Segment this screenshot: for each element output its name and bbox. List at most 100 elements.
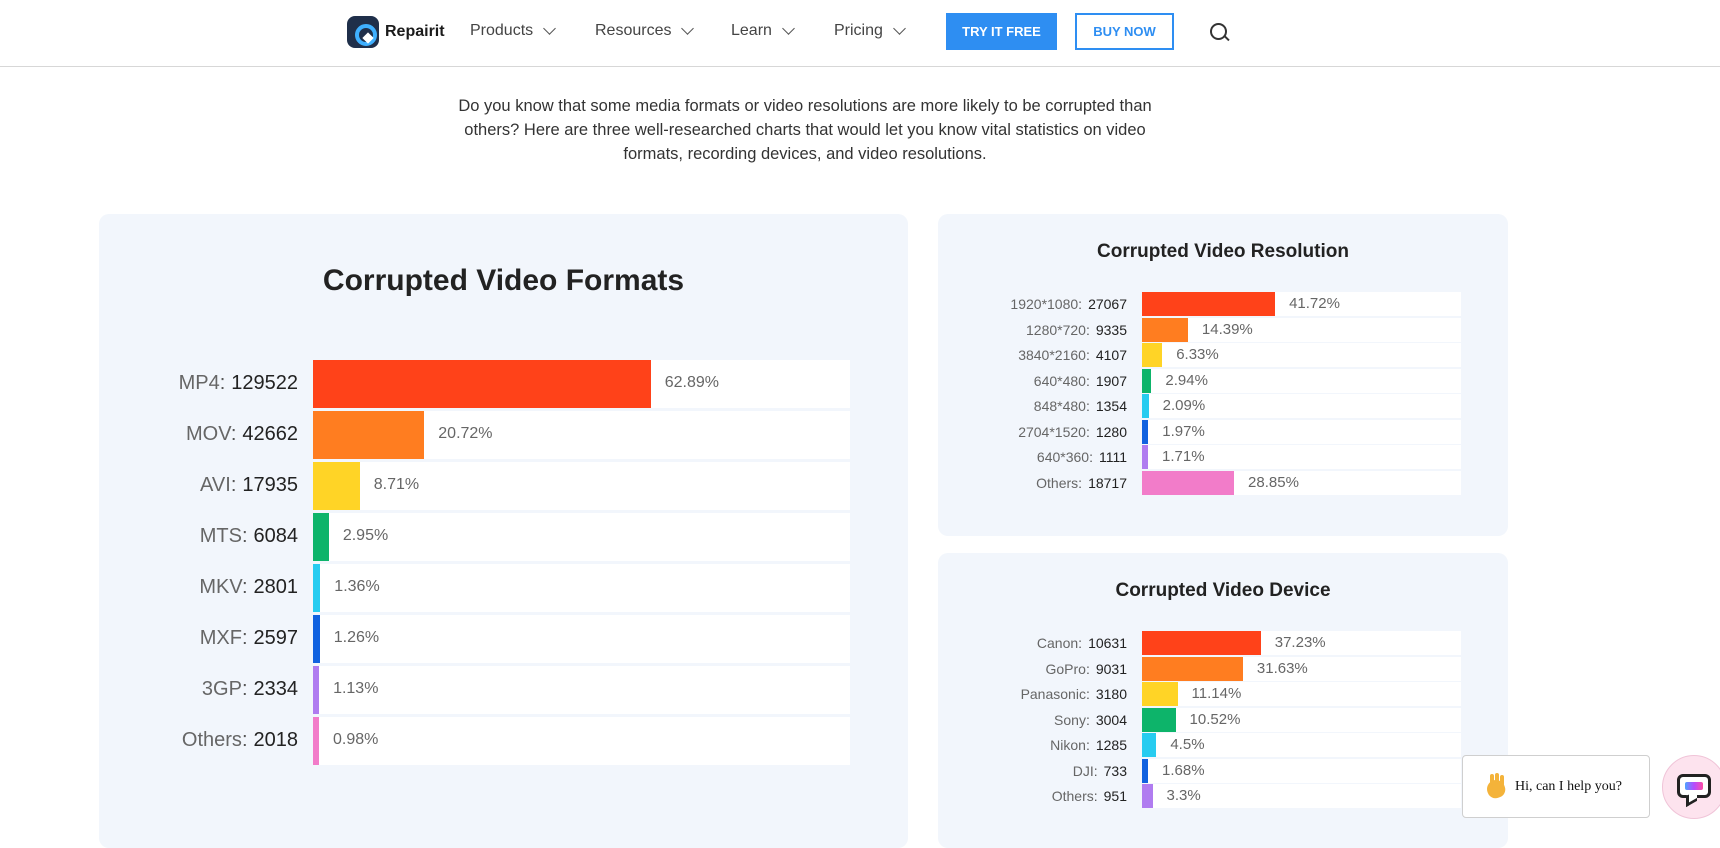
bar-track xyxy=(313,411,850,459)
chat-launcher-button[interactable] xyxy=(1662,755,1720,819)
bar-percent-label: 1.71% xyxy=(1162,448,1205,465)
category-name: Sony xyxy=(1054,711,1086,728)
bar-row: 3GP: 2334 1.13% xyxy=(202,666,850,714)
bar xyxy=(1142,292,1276,316)
buy-now-button[interactable]: BUY NOW xyxy=(1075,13,1174,50)
bar-percent-label: 28.85% xyxy=(1248,473,1299,491)
category-name: 640*360 xyxy=(1036,449,1090,465)
bar-percent-label: 1.26% xyxy=(333,629,380,646)
bar-row: Sony: 3004 10.52% xyxy=(1054,707,1461,732)
bar-track xyxy=(1142,445,1461,469)
nav-item-pricing[interactable]: Pricing xyxy=(834,22,906,40)
bar xyxy=(1142,343,1163,367)
bar-track xyxy=(1142,394,1461,418)
chat-greeting-text: Hi, can I help you? xyxy=(1515,778,1622,794)
bar-percent-label: 20.72% xyxy=(438,425,493,442)
category-count: 42662 xyxy=(242,423,298,445)
bar-percent-label: 10.52% xyxy=(1189,710,1241,728)
bar-label: 640*360: 1111 xyxy=(1036,449,1127,465)
bar xyxy=(1142,394,1149,418)
category-count: 2334 xyxy=(253,678,299,700)
nav-item-label: Resources xyxy=(595,22,672,39)
category-count: 733 xyxy=(1103,762,1127,779)
category-name: 2704*1520 xyxy=(1018,423,1086,440)
bar-percent-label: 0.98% xyxy=(333,731,379,748)
category-count: 1354 xyxy=(1095,398,1127,414)
category-name: 1920*1080 xyxy=(1010,296,1079,312)
bar-track xyxy=(313,513,850,561)
bar xyxy=(313,411,425,459)
bar-percent-label: 41.72% xyxy=(1289,295,1340,312)
bar-row: GoPro: 9031 31.63% xyxy=(1045,656,1461,681)
bar-row: 640*480: 1907 2.94% xyxy=(1034,368,1461,393)
brand-logo[interactable]: Repairit xyxy=(347,15,445,48)
bar-track xyxy=(1142,758,1461,783)
category-count: 2597 xyxy=(253,627,299,649)
bar-label: MP4: 129522 xyxy=(178,372,298,394)
category-name: MKV xyxy=(199,576,242,598)
brand-name: Repairit xyxy=(385,22,445,40)
bar-percent-label: 1.13% xyxy=(333,680,379,697)
category-count: 129522 xyxy=(231,372,298,394)
nav-item-products[interactable]: Products xyxy=(470,22,557,40)
bar-label: MXF: 2597 xyxy=(199,627,299,649)
bar xyxy=(313,666,320,714)
bar-label: Sony: 3004 xyxy=(1054,711,1127,728)
chevron-down-icon xyxy=(543,22,557,35)
category-count: 6084 xyxy=(253,525,299,547)
bar-label: 1280*720: 9335 xyxy=(1026,321,1127,338)
category-count: 1285 xyxy=(1095,737,1127,753)
bar-percent-label: 11.14% xyxy=(1191,685,1242,702)
nav-item-label: Products xyxy=(470,22,534,39)
bar-row: MOV: 42662 20.72% xyxy=(186,411,850,459)
intro-text: Do you know that some media formats or v… xyxy=(458,97,1152,163)
category-name: AVI xyxy=(200,474,231,496)
bar xyxy=(313,360,651,408)
bar-percent-label: 1.68% xyxy=(1162,761,1205,779)
chat-icon xyxy=(1677,774,1711,798)
bar xyxy=(1142,317,1188,342)
bar xyxy=(313,462,360,510)
resolution-chart-card: Corrupted Video Resolution 1920*1080: 270… xyxy=(938,214,1508,536)
bar-row: MTS: 6084 2.95% xyxy=(200,513,850,561)
bar-label: MKV: 2801 xyxy=(199,576,298,598)
bar xyxy=(1142,631,1261,655)
chart-title: Corrupted Video Resolution xyxy=(1097,241,1349,262)
try-it-free-button[interactable]: TRY IT FREE xyxy=(946,13,1057,50)
category-name: Panasonic xyxy=(1020,686,1086,702)
chart-title: Corrupted Video Formats xyxy=(322,264,685,297)
bar-track xyxy=(1142,343,1461,367)
bar-percent-label: 8.71% xyxy=(373,476,420,493)
category-name: MOV xyxy=(185,423,231,445)
bar-track xyxy=(1142,631,1461,655)
category-name: Others xyxy=(1051,788,1094,804)
bar-percent-label: 37.23% xyxy=(1274,634,1326,651)
bar-percent-label: 2.95% xyxy=(342,527,389,544)
bar xyxy=(313,564,321,612)
repairit-logo-icon xyxy=(347,15,379,48)
bar-row: Panasonic: 3180 11.14% xyxy=(1021,682,1461,706)
waving-hand-icon xyxy=(1485,773,1509,800)
device-chart-card: Corrupted Video Device Canon: 10631 37.23%… xyxy=(938,553,1508,848)
bar-track xyxy=(313,717,850,765)
bar-label: GoPro: 9031 xyxy=(1045,660,1127,677)
nav-item-learn[interactable]: Learn xyxy=(731,22,795,40)
category-count: 27067 xyxy=(1088,296,1127,312)
chevron-down-icon xyxy=(893,22,906,35)
category-count: 4107 xyxy=(1095,347,1127,363)
chat-greeting-bubble[interactable]: Hi, can I help you? xyxy=(1462,755,1650,818)
category-count: 18717 xyxy=(1088,474,1127,491)
nav-item-resources[interactable]: Resources xyxy=(595,22,695,40)
category-count: 1111 xyxy=(1098,449,1127,465)
bar-label: Others: 2018 xyxy=(181,729,298,751)
bar-label: 640*480: 1907 xyxy=(1033,372,1127,389)
bar-row: Nikon: 1285 4.5% xyxy=(1050,733,1461,757)
bar-label: Others: 18717 xyxy=(1036,474,1127,491)
category-name: MP4 xyxy=(178,372,220,394)
bar xyxy=(1142,682,1178,706)
bar-row: Others: 18717 28.85% xyxy=(1036,470,1461,495)
bar-track xyxy=(1142,419,1461,444)
search-icon[interactable] xyxy=(1210,23,1230,43)
bar-label: Canon: 10631 xyxy=(1036,635,1127,651)
bar-track xyxy=(1142,470,1461,495)
